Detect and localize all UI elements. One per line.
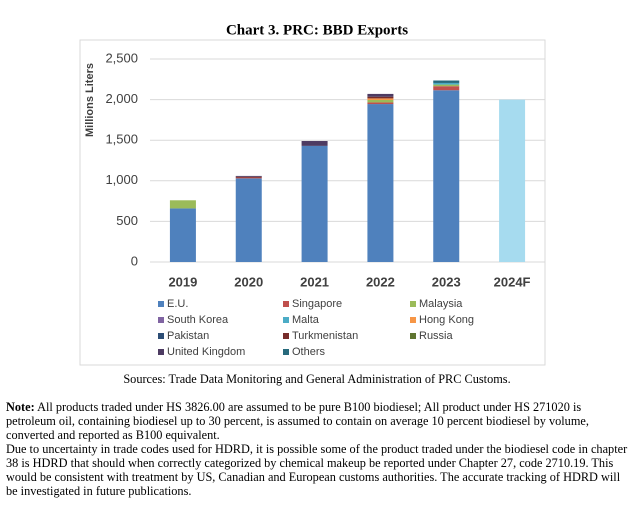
- bar-segment: [433, 82, 460, 85]
- legend-swatch: [283, 301, 289, 307]
- y-tick-label: 500: [116, 213, 138, 228]
- bar-segment: [235, 176, 262, 178]
- legend-swatch: [158, 301, 164, 307]
- source: Sources: Trade Data Monitoring and Gener…: [123, 372, 510, 386]
- legend-swatch: [283, 349, 289, 355]
- y-tick-label: 2,500: [105, 50, 138, 65]
- y-axis-label: Millions Liters: [84, 63, 96, 137]
- legend-label: Hong Kong: [419, 314, 474, 326]
- legend-swatch: [410, 333, 416, 339]
- y-tick-label: 0: [131, 253, 138, 268]
- bar-segment: [367, 93, 394, 97]
- y-tick-label: 2,000: [105, 91, 138, 106]
- legend-label: Turkmenistan: [292, 330, 358, 342]
- bar-segment: [235, 175, 262, 177]
- bar-segment: [301, 145, 328, 262]
- y-tick-label: 1,500: [105, 132, 138, 147]
- bar-segment: [301, 141, 328, 146]
- bar-segment: [367, 104, 394, 262]
- legend-swatch: [283, 333, 289, 339]
- bar-segment: [367, 100, 394, 103]
- bar-segment: [235, 178, 262, 262]
- note-text: All products traded under HS 3826.00 are…: [6, 400, 589, 442]
- legend-label: Malaysia: [419, 298, 463, 310]
- note-label: Note:: [6, 400, 35, 414]
- legend-swatch: [283, 317, 289, 323]
- x-tick-label: 2022: [366, 274, 395, 289]
- legend-swatch: [410, 317, 416, 323]
- bar-segment: [433, 84, 460, 87]
- bar-segment: [235, 177, 262, 179]
- legend-label: Singapore: [292, 298, 342, 310]
- chart-frame: [79, 39, 546, 366]
- x-tick-label: 2024F: [494, 274, 531, 289]
- bar-segment: [367, 102, 394, 105]
- x-tick-label: 2023: [432, 274, 461, 289]
- legend-swatch: [158, 317, 164, 323]
- notes: Note: All products traded under HS 3826.…: [6, 400, 628, 498]
- x-tick-label: 2019: [168, 274, 197, 289]
- legend-label: South Korea: [167, 314, 229, 326]
- x-tick-label: 2021: [300, 274, 329, 289]
- legend-label: Pakistan: [167, 330, 209, 342]
- chart-title: Chart 3. PRC: BBD Exports: [226, 22, 408, 38]
- legend-swatch: [158, 349, 164, 355]
- legend-label: Others: [292, 346, 326, 358]
- bar-segment: [169, 208, 196, 262]
- bar-segment: [499, 99, 526, 262]
- y-tick-label: 1,000: [105, 172, 138, 187]
- bar-segment: [433, 90, 460, 263]
- note-paragraph: Note: All products traded under HS 3826.…: [6, 400, 628, 442]
- bar-segment: [169, 200, 196, 209]
- legend-label: E.U.: [167, 298, 188, 310]
- bar-segment: [433, 86, 460, 91]
- bar-segment: [367, 98, 394, 101]
- legend-label: Malta: [292, 314, 320, 326]
- legend-swatch: [158, 333, 164, 339]
- legend-swatch: [410, 301, 416, 307]
- legend-label: United Kingdom: [167, 346, 245, 358]
- chart: Chart 3. PRC: BBD Exports Millions Liter…: [79, 22, 546, 386]
- x-tick-label: 2020: [234, 274, 263, 289]
- bar-segment: [433, 80, 460, 83]
- legend-label: Russia: [419, 330, 454, 342]
- bar-segment: [367, 96, 394, 99]
- note-text: Due to uncertainty in trade codes used f…: [6, 442, 628, 498]
